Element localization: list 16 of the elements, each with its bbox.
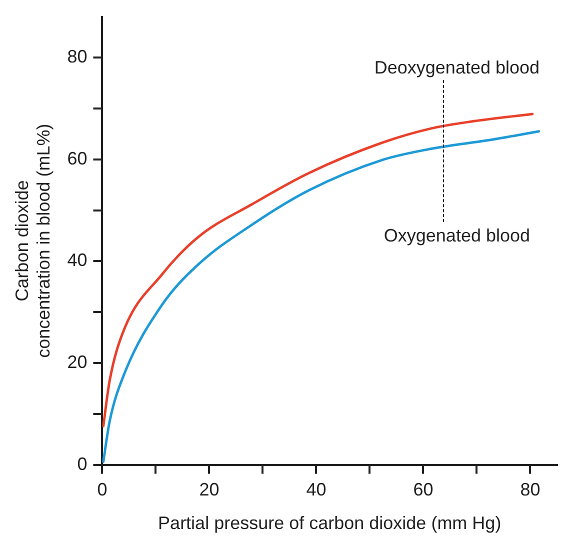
- annotation: Oxygenated blood: [384, 225, 530, 246]
- x-axis-title: Partial pressure of carbon dioxide (mm Hg): [158, 513, 502, 534]
- annotation: Deoxygenated blood: [374, 57, 540, 78]
- x-tick-label: 20: [199, 480, 220, 500]
- y-tick-label: 40: [67, 250, 88, 270]
- line-series: [102, 130, 540, 463]
- x-tick-label: 40: [306, 480, 326, 500]
- y-tick-label: 20: [67, 352, 88, 372]
- x-tick-label: 60: [413, 480, 434, 500]
- y-axis-title: Carbon dioxide concentration in blood (mL%): [12, 124, 54, 358]
- x-tick-label: 80: [520, 480, 540, 500]
- x-tick-label: 0: [97, 480, 108, 500]
- y-tick-label: 80: [67, 46, 88, 66]
- line-series: [102, 112, 534, 428]
- y-tick-label: 0: [77, 454, 88, 474]
- y-tick-label: 60: [67, 148, 88, 168]
